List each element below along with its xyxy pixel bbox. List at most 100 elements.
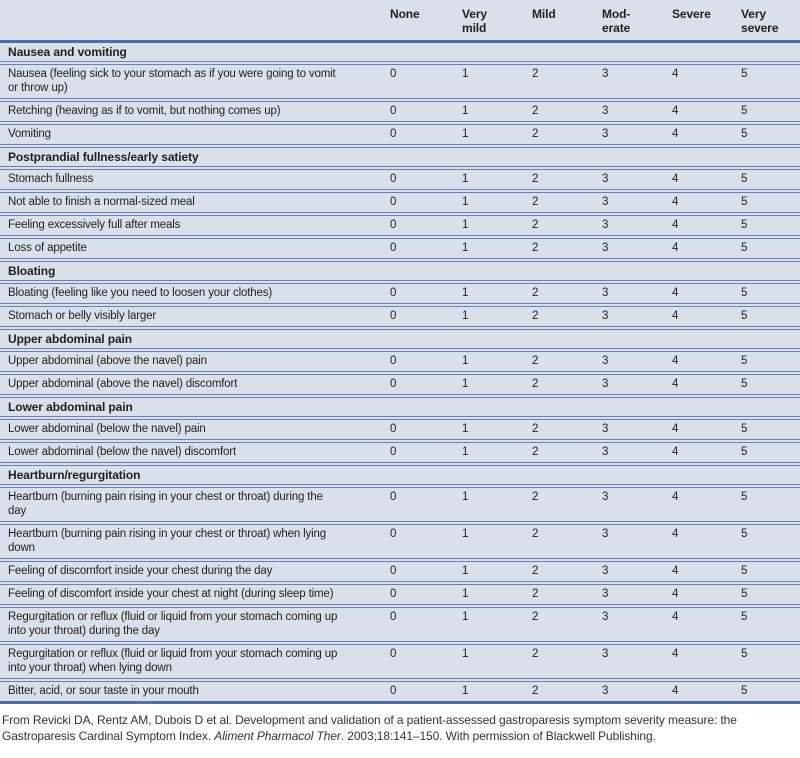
rating-value-mild: 2 <box>532 565 539 577</box>
rating-value-very-severe: 5 <box>741 423 748 435</box>
symptom-label: Lower abdominal (below the navel) discom… <box>8 446 236 458</box>
rating-value-very-severe: 5 <box>741 588 748 600</box>
column-header-line: erate <box>602 21 631 35</box>
rating-value-severe: 4 <box>672 287 679 299</box>
rating-value-severe: 4 <box>672 196 679 208</box>
rating-value-mild: 2 <box>532 105 539 117</box>
symptom-label: Upper abdominal (above the navel) discom… <box>8 378 238 390</box>
rating-value-severe: 4 <box>672 565 679 577</box>
rating-value-very-mild: 1 <box>462 310 469 322</box>
rating-value-none: 0 <box>390 491 397 503</box>
rating-value-none: 0 <box>390 378 397 390</box>
column-header-line: severe <box>741 21 779 35</box>
rating-value-none: 0 <box>390 68 397 80</box>
rating-value-very-mild: 1 <box>462 68 469 80</box>
symptom-label: Heartburn (burning pain rising in your c… <box>8 528 327 554</box>
symptom-label: Heartburn (burning pain rising in your c… <box>8 491 323 517</box>
rating-value-severe: 4 <box>672 242 679 254</box>
symptom-label: Lower abdominal (below the navel) pain <box>8 423 206 435</box>
symptom-label: Feeling of discomfort inside your chest … <box>8 588 334 600</box>
rating-value-very-mild: 1 <box>462 491 469 503</box>
rating-value-severe: 4 <box>672 105 679 117</box>
rating-value-severe: 4 <box>672 528 679 540</box>
symptom-label: Feeling excessively full after meals <box>8 219 181 231</box>
rating-value-moderate: 3 <box>602 287 609 299</box>
rating-value-very-mild: 1 <box>462 242 469 254</box>
rating-value-none: 0 <box>390 648 397 660</box>
table-row: Feeling of discomfort inside your chest … <box>0 581 800 604</box>
rating-value-moderate: 3 <box>602 196 609 208</box>
rating-value-mild: 2 <box>532 355 539 367</box>
rating-value-very-severe: 5 <box>741 446 748 458</box>
table-row: Bitter, acid, or sour taste in your mout… <box>0 678 800 701</box>
rating-value-moderate: 3 <box>602 611 609 623</box>
rating-value-none: 0 <box>390 310 397 322</box>
rating-value-very-severe: 5 <box>741 565 748 577</box>
header-spacer <box>8 7 390 35</box>
citation: From Revicki DA, Rentz AM, Dubois D et a… <box>0 712 800 744</box>
rating-value-mild: 2 <box>532 378 539 390</box>
rating-value-moderate: 3 <box>602 355 609 367</box>
column-header-moderate: Mod-erate <box>602 7 672 35</box>
rating-value-very-mild: 1 <box>462 588 469 600</box>
rating-value-none: 0 <box>390 423 397 435</box>
table-row: Heartburn (burning pain rising in your c… <box>0 484 800 521</box>
rating-value-none: 0 <box>390 242 397 254</box>
symptom-label: Feeling of discomfort inside your chest … <box>8 565 273 577</box>
rating-value-mild: 2 <box>532 588 539 600</box>
rating-value-severe: 4 <box>672 310 679 322</box>
rating-value-moderate: 3 <box>602 423 609 435</box>
rating-value-severe: 4 <box>672 355 679 367</box>
rating-value-mild: 2 <box>532 173 539 185</box>
citation-text-end: . 2003;18:141–150. With permission of Bl… <box>340 729 656 743</box>
table-row: Lower abdominal (below the navel) discom… <box>0 439 800 462</box>
symptom-label: Not able to finish a normal-sized meal <box>8 196 195 208</box>
section-header: Heartburn/regurgitation <box>0 462 800 484</box>
table-row: Nausea (feeling sick to your stomach as … <box>0 61 800 98</box>
rating-value-very-mild: 1 <box>462 685 469 697</box>
rating-value-very-severe: 5 <box>741 491 748 503</box>
rating-value-mild: 2 <box>532 310 539 322</box>
symptom-label: Nausea (feeling sick to your stomach as … <box>8 68 336 94</box>
rating-value-moderate: 3 <box>602 219 609 231</box>
rating-value-very-severe: 5 <box>741 196 748 208</box>
rating-value-none: 0 <box>390 105 397 117</box>
rating-value-very-severe: 5 <box>741 287 748 299</box>
column-header-line: Mild <box>532 7 556 21</box>
rating-value-very-severe: 5 <box>741 173 748 185</box>
table-row: Feeling of discomfort inside your chest … <box>0 558 800 581</box>
rating-value-very-mild: 1 <box>462 196 469 208</box>
section-header: Bloating <box>0 258 800 280</box>
rating-value-very-mild: 1 <box>462 287 469 299</box>
column-header-none: None <box>390 7 462 35</box>
rating-value-none: 0 <box>390 685 397 697</box>
rating-value-moderate: 3 <box>602 68 609 80</box>
section-header: Nausea and vomiting <box>0 40 800 61</box>
rating-value-none: 0 <box>390 219 397 231</box>
rating-value-severe: 4 <box>672 68 679 80</box>
rating-value-severe: 4 <box>672 648 679 660</box>
table-row: Upper abdominal (above the navel) discom… <box>0 371 800 394</box>
rating-value-none: 0 <box>390 196 397 208</box>
rating-value-moderate: 3 <box>602 491 609 503</box>
column-header-line: Very <box>462 7 487 21</box>
rating-value-mild: 2 <box>532 423 539 435</box>
table-row: Stomach or belly visibly larger 0 1 2 3 4 5 <box>0 303 800 326</box>
rating-value-mild: 2 <box>532 528 539 540</box>
rating-value-none: 0 <box>390 287 397 299</box>
rating-value-mild: 2 <box>532 648 539 660</box>
gcsi-table-body: Nausea and vomiting Nausea (feeling sick … <box>0 40 800 701</box>
table-row: Lower abdominal (below the navel) pain 0 1… <box>0 416 800 439</box>
rating-value-severe: 4 <box>672 378 679 390</box>
rating-value-very-mild: 1 <box>462 648 469 660</box>
table-row: Not able to finish a normal-sized meal 0 1… <box>0 189 800 212</box>
table-row: Regurgitation or reflux (fluid or liquid… <box>0 604 800 641</box>
column-header-very-severe: Very severe <box>741 7 800 35</box>
symptom-label: Stomach fullness <box>8 173 94 185</box>
table-row: Loss of appetite 0 1 2 3 4 5 <box>0 235 800 258</box>
symptom-label: Loss of appetite <box>8 242 87 254</box>
rating-value-moderate: 3 <box>602 648 609 660</box>
column-header-line: mild <box>462 21 487 35</box>
gcsi-table: None Very mild Mild Mod-erate Severe Very sever… <box>0 0 800 704</box>
rating-value-none: 0 <box>390 588 397 600</box>
